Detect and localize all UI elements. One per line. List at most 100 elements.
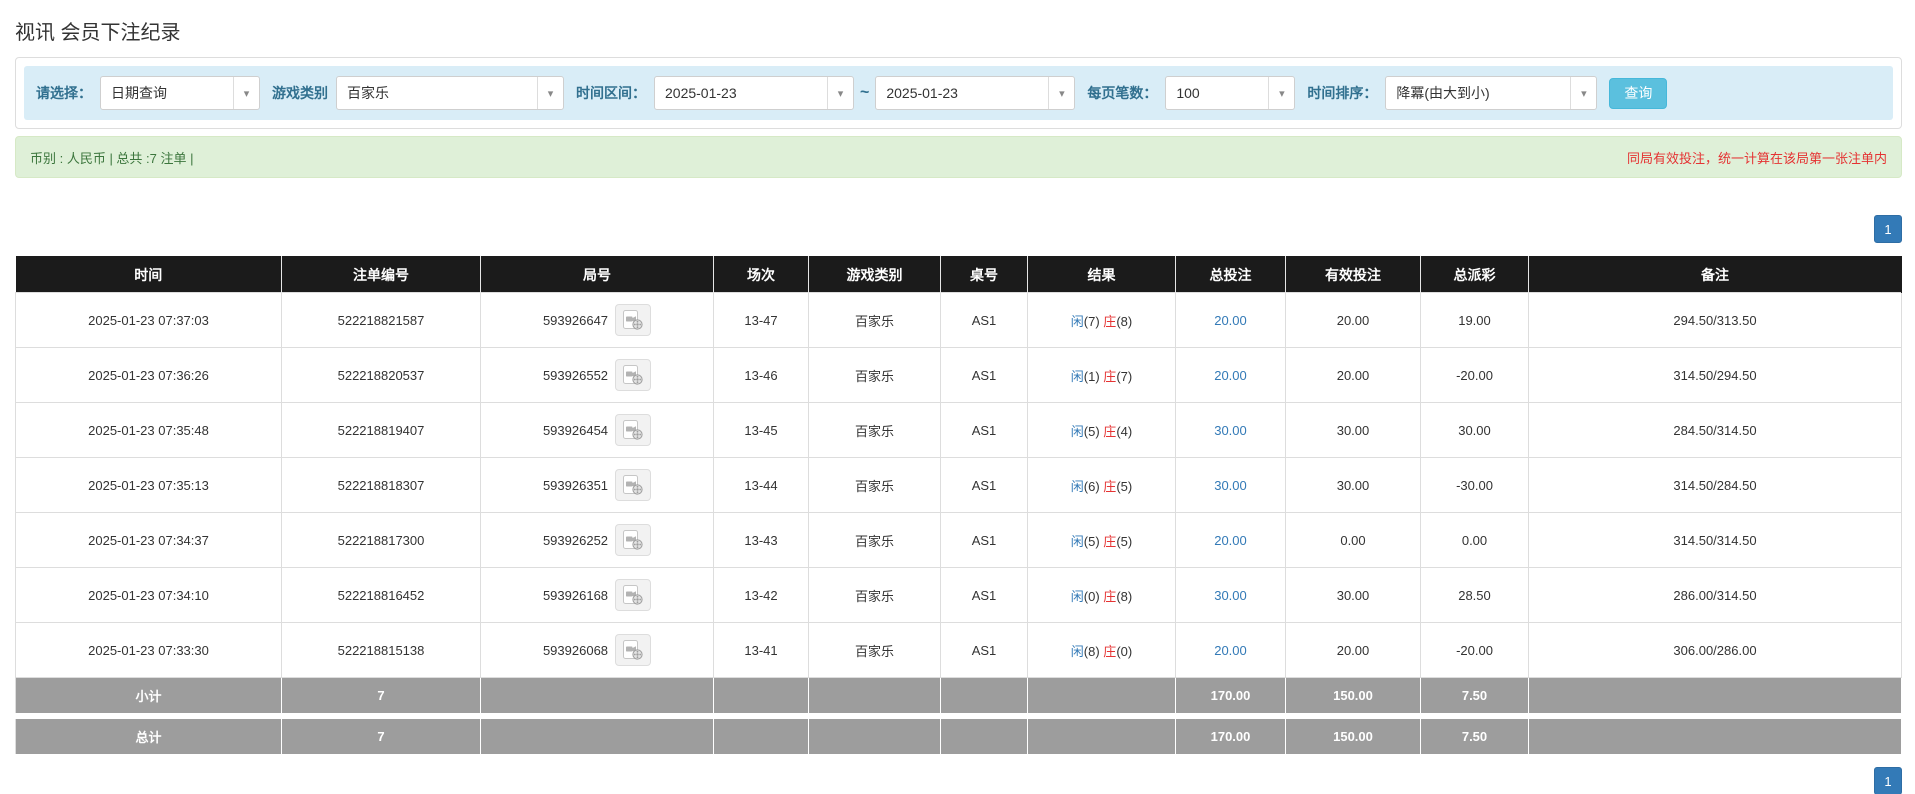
column-header-1: 时间 xyxy=(15,256,282,293)
round-id-wrap: 593926351 xyxy=(481,469,713,501)
table-row: 2025-01-23 07:34:10 522218816452 593926168… xyxy=(15,567,1902,623)
total-bet-link[interactable]: 30.00 xyxy=(1214,422,1247,438)
view-video-button[interactable] xyxy=(615,634,652,666)
total-bet-link[interactable]: 20.00 xyxy=(1214,642,1247,658)
result-cell: 闲(8) 庄(0) xyxy=(1027,622,1176,678)
total-bet-link[interactable]: 30.00 xyxy=(1214,587,1247,603)
total-bet-link[interactable]: 20.00 xyxy=(1214,532,1247,548)
round-id-cell: 593926552 xyxy=(480,347,714,403)
column-header-3: 局号 xyxy=(480,256,714,293)
caret-down-icon[interactable]: ▾ xyxy=(1570,77,1597,109)
time-sort-value: 降冪(由大到小) xyxy=(1396,85,1490,101)
query-type-select[interactable]: 日期查询 ▾ xyxy=(100,76,260,110)
bet-id-cell: 522218815138 xyxy=(281,622,481,678)
game-type-cell: 百家乐 xyxy=(808,457,941,513)
page-1-button[interactable]: 1 xyxy=(1874,767,1902,794)
view-video-button[interactable] xyxy=(615,579,652,611)
view-video-button[interactable] xyxy=(615,304,652,336)
table-row: 2025-01-23 07:35:13 522218818307 593926351… xyxy=(15,457,1902,513)
valid-bet-cell: 20.00 xyxy=(1285,292,1421,348)
subtotal-row-cell-4 xyxy=(713,677,809,714)
page-title: 视讯 会员下注纪录 xyxy=(15,22,181,44)
time-cell: 2025-01-23 07:34:37 xyxy=(15,512,282,568)
caret-down-icon[interactable]: ▾ xyxy=(1268,77,1295,109)
page-size-value: 100 xyxy=(1176,85,1200,101)
time-cell: 2025-01-23 07:35:48 xyxy=(15,402,282,458)
total-bet-link[interactable]: 20.00 xyxy=(1214,367,1247,383)
table-no-cell: AS1 xyxy=(940,347,1028,403)
total-bet-link[interactable]: 30.00 xyxy=(1214,477,1247,493)
game-type-select[interactable]: 百家乐 ▾ xyxy=(336,76,564,110)
summary-gap-cell xyxy=(15,713,1902,719)
valid-bet-cell: 30.00 xyxy=(1285,457,1421,513)
subtotal-row-cell-10: 7.50 xyxy=(1420,677,1529,714)
table-no-cell: AS1 xyxy=(940,512,1028,568)
query-type-label: 请选择： xyxy=(36,85,92,101)
valid-bet-cell: 0.00 xyxy=(1285,512,1421,568)
banker-label: 庄 xyxy=(1103,588,1117,604)
total-row-cell-7 xyxy=(1027,718,1176,755)
view-video-button[interactable] xyxy=(615,469,652,501)
payout-cell: 28.50 xyxy=(1420,567,1529,623)
page-1-button[interactable]: 1 xyxy=(1874,215,1902,243)
summary-gap xyxy=(15,713,1902,719)
subtotal-row-cell-11 xyxy=(1528,677,1902,714)
round-id-value: 593926647 xyxy=(542,312,609,328)
subtotal-row-cell-5 xyxy=(808,677,941,714)
caret-down-icon[interactable]: ▾ xyxy=(233,77,259,109)
round-id-wrap: 593926454 xyxy=(481,414,713,446)
session-cell: 13-41 xyxy=(713,622,809,678)
game-type-cell: 百家乐 xyxy=(808,512,941,568)
caret-down-icon[interactable]: ▾ xyxy=(827,77,853,109)
caret-down-icon[interactable]: ▾ xyxy=(537,77,563,109)
total-bet-link[interactable]: 20.00 xyxy=(1214,312,1247,328)
query-button[interactable]: 查询 xyxy=(1609,77,1668,109)
session-cell: 13-43 xyxy=(713,512,809,568)
time-sort-label: 时间排序： xyxy=(1307,85,1378,101)
video-record-icon xyxy=(623,420,643,440)
player-label: 闲 xyxy=(1070,533,1084,549)
total-row-cell-5 xyxy=(808,718,941,755)
bet-id-cell: 522218818307 xyxy=(281,457,481,513)
session-cell: 13-44 xyxy=(713,457,809,513)
result-cell: 闲(5) 庄(5) xyxy=(1027,512,1176,568)
date-to-select[interactable]: 2025-01-23 ▾ xyxy=(875,76,1076,110)
column-header-10: 总派彩 xyxy=(1420,256,1529,293)
total-bet-cell: 20.00 xyxy=(1175,292,1286,348)
player-label: 闲 xyxy=(1070,368,1084,384)
total-bet-cell: 30.00 xyxy=(1175,567,1286,623)
player-score: (6) xyxy=(1083,478,1104,494)
player-score: (5) xyxy=(1083,423,1104,439)
bet-id-cell: 522218821587 xyxy=(281,292,481,348)
player-label: 闲 xyxy=(1070,643,1084,659)
total-row-cell-11 xyxy=(1528,718,1902,755)
page-size-select[interactable]: 100 ▾ xyxy=(1165,76,1296,110)
date-from-select[interactable]: 2025-01-23 ▾ xyxy=(654,76,854,110)
page-container: 视讯 会员下注纪录 请选择： 日期查询 ▾ 游戏类别 百家乐 ▾ 时间区间： 2… xyxy=(15,0,1902,794)
game-type-cell: 百家乐 xyxy=(808,347,941,403)
caret-down-icon[interactable]: ▾ xyxy=(1048,77,1075,109)
view-video-button[interactable] xyxy=(615,414,652,446)
banker-label: 庄 xyxy=(1103,368,1117,384)
banker-label: 庄 xyxy=(1103,423,1117,439)
total-bet-cell: 20.00 xyxy=(1175,622,1286,678)
column-header-2: 注单编号 xyxy=(281,256,481,293)
view-video-button[interactable] xyxy=(615,359,652,391)
view-video-button[interactable] xyxy=(615,524,652,556)
game-type-cell: 百家乐 xyxy=(808,292,941,348)
player-label: 闲 xyxy=(1070,313,1084,329)
total-bet-cell: 20.00 xyxy=(1175,347,1286,403)
remark-cell: 314.50/284.50 xyxy=(1528,457,1902,513)
round-id-value: 593926454 xyxy=(542,422,609,438)
banker-score: (8) xyxy=(1116,588,1133,604)
column-header-9: 有效投注 xyxy=(1285,256,1421,293)
total-row-cell-4 xyxy=(713,718,809,755)
player-score: (7) xyxy=(1083,313,1104,329)
game-type-value: 百家乐 xyxy=(347,85,389,101)
session-cell: 13-42 xyxy=(713,567,809,623)
session-cell: 13-45 xyxy=(713,402,809,458)
result-cell: 闲(1) 庄(7) xyxy=(1027,347,1176,403)
round-id-wrap: 593926552 xyxy=(481,359,713,391)
time-sort-select[interactable]: 降冪(由大到小) ▾ xyxy=(1385,76,1598,110)
remark-cell: 306.00/286.00 xyxy=(1528,622,1902,678)
